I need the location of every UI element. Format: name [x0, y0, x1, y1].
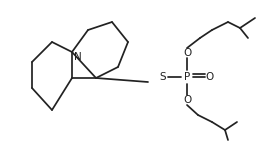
Text: P: P — [184, 72, 190, 82]
Text: O: O — [206, 72, 214, 82]
Text: N: N — [74, 52, 82, 62]
Text: O: O — [183, 48, 191, 58]
Text: S: S — [160, 72, 166, 82]
Text: O: O — [183, 95, 191, 105]
